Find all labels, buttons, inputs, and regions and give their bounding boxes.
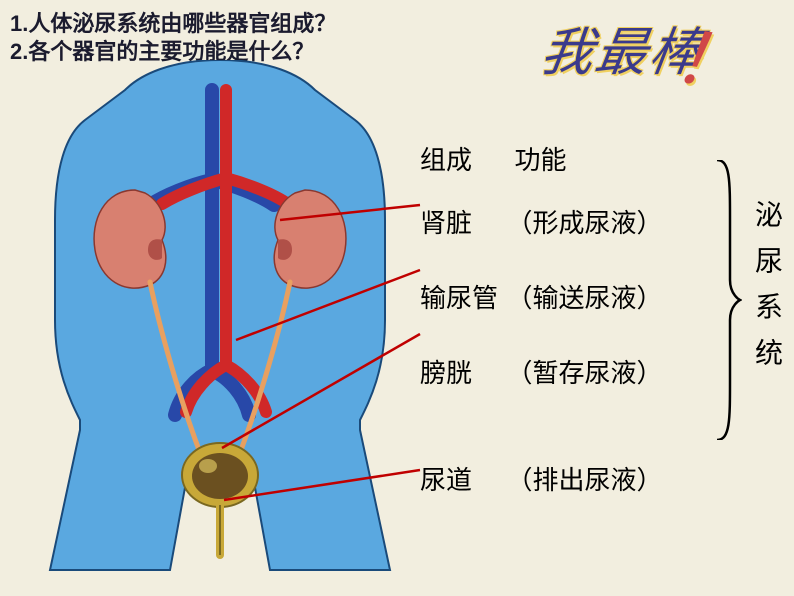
left-kidney bbox=[94, 190, 166, 288]
organ-bladder: 膀胱 bbox=[420, 353, 500, 390]
organ-urethra: 尿道 bbox=[420, 460, 500, 497]
brace-icon bbox=[712, 160, 742, 440]
func-urethra: （排出尿液） bbox=[507, 466, 663, 495]
func-bladder: （暂存尿液） bbox=[507, 359, 663, 388]
header-composition: 组成 bbox=[420, 146, 472, 175]
system-label: 泌尿系统 bbox=[746, 200, 786, 384]
header-function: 功能 bbox=[515, 146, 567, 175]
func-ureter: （输送尿液） bbox=[507, 284, 663, 313]
func-kidney: （形成尿液） bbox=[507, 209, 663, 238]
right-kidney bbox=[274, 190, 346, 288]
urinary-system-diagram bbox=[30, 60, 410, 580]
bladder bbox=[182, 443, 258, 507]
exclaim-icon: ！ bbox=[667, 0, 753, 112]
row-urethra: 尿道 （排出尿液） bbox=[420, 460, 780, 497]
organ-kidney: 肾脏 bbox=[420, 203, 500, 240]
organ-ureter: 输尿管 bbox=[420, 278, 500, 315]
